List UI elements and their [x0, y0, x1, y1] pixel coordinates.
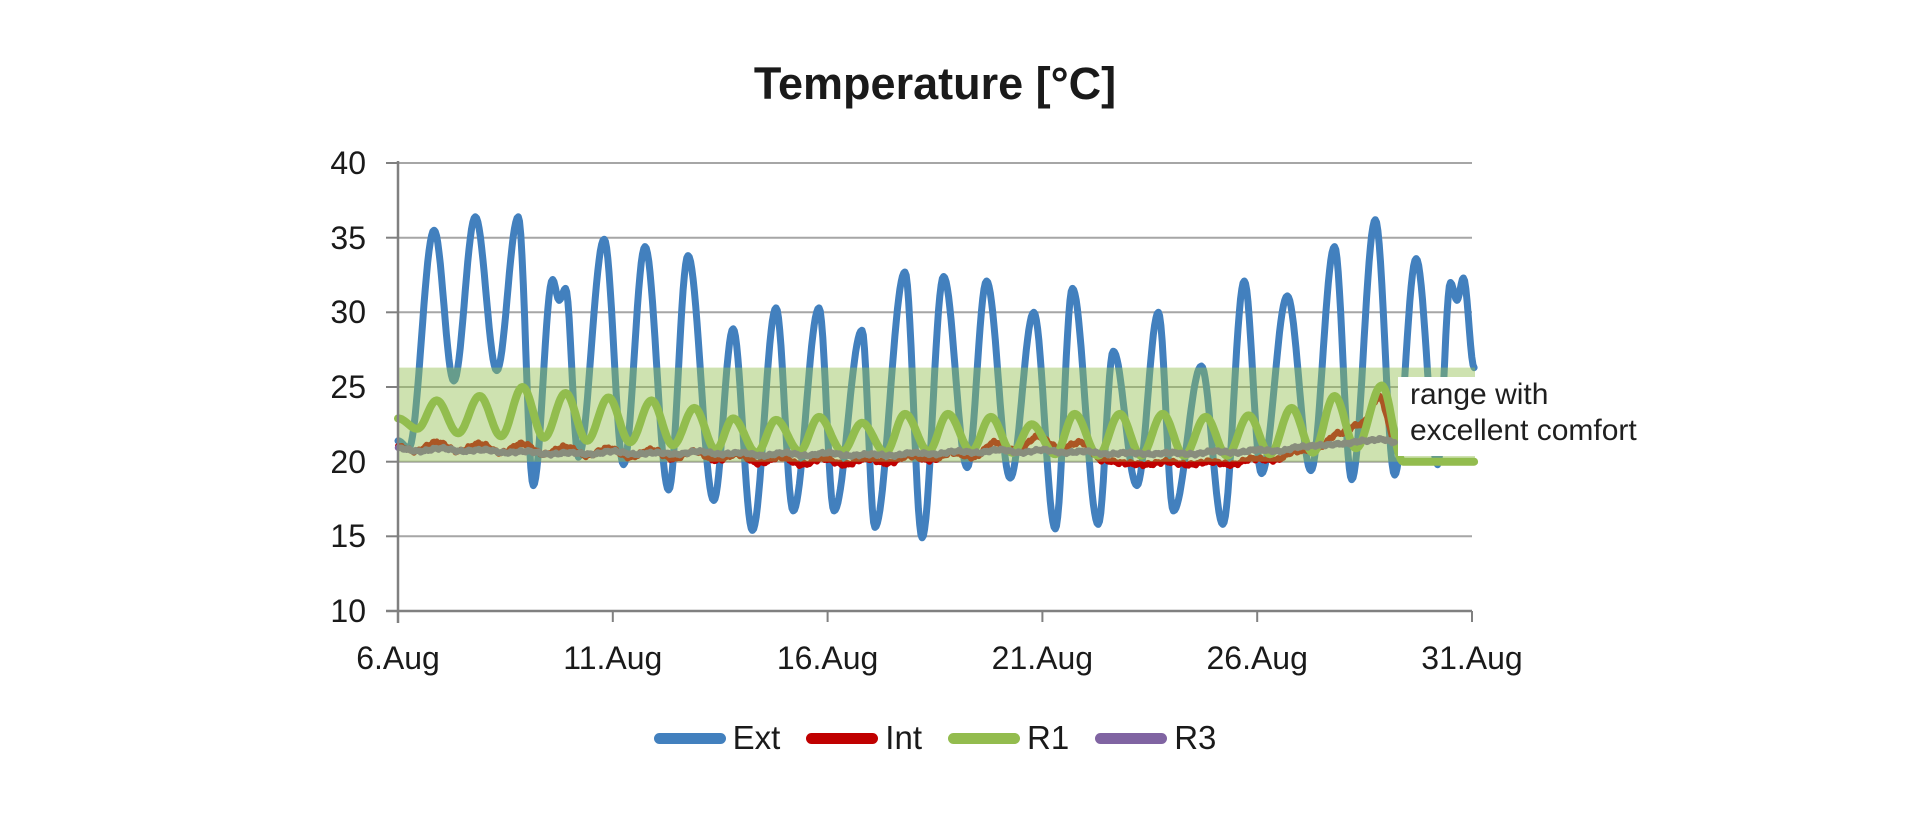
y-tick-label-10: 10	[330, 593, 366, 629]
x-tick-label-21.Aug: 21.Aug	[991, 640, 1094, 676]
legend-label-ext: Ext	[732, 719, 781, 756]
comfort-annotation-line1: range with	[1410, 378, 1549, 411]
series-line-r3	[394, 435, 1398, 460]
legend-item-int: Int	[806, 719, 922, 757]
x-tick-label-6.Aug: 6.Aug	[356, 640, 440, 676]
y-tick-label-20: 20	[330, 443, 366, 480]
legend-label-r3: R3	[1174, 719, 1217, 756]
legend-item-r1: R1	[948, 719, 1069, 757]
x-tick-label-16.Aug: 16.Aug	[776, 640, 879, 676]
y-tick-label-30: 30	[330, 294, 366, 331]
legend-swatch-r3	[1095, 732, 1168, 744]
comfort-annotation-line2: excellent comfort	[1410, 414, 1637, 447]
y-tick-label-40: 40	[330, 145, 366, 181]
legend-label-int: Int	[885, 719, 922, 756]
legend-item-r3: R3	[1095, 719, 1216, 757]
x-tick-label-11.Aug: 11.Aug	[563, 640, 663, 676]
legend-swatch-int	[806, 732, 879, 744]
legend-item-ext: Ext	[653, 719, 781, 757]
legend-swatch-r1	[948, 732, 1020, 744]
y-tick-label-25: 25	[330, 369, 366, 405]
comfort-annotation: range with excellent comfort	[1398, 377, 1666, 456]
series-line-int	[395, 392, 1398, 470]
y-tick-label-35: 35	[330, 219, 366, 256]
series-line-r1	[394, 381, 1479, 466]
legend-swatch-ext	[653, 732, 726, 744]
x-tick-label-26.Aug: 26.Aug	[1206, 640, 1308, 676]
chart-legend: Ext Int R1 R3	[398, 714, 1472, 762]
comfort-band	[398, 367, 1475, 462]
y-tick-label-15: 15	[330, 518, 366, 555]
chart-title: Temperature [°C]	[753, 58, 1117, 109]
legend-label-r1: R1	[1027, 719, 1070, 756]
y-axis-labels: 10 15 20 25 30 35 40	[266, 0, 366, 835]
x-tick-label-31.Aug: 31.Aug	[1421, 640, 1523, 676]
